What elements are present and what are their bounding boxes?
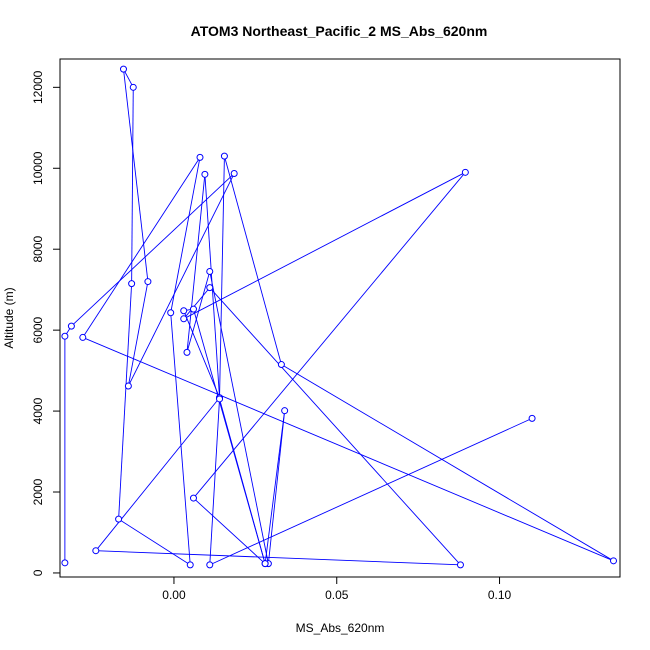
series-segment xyxy=(193,497,266,564)
series-segment xyxy=(82,337,614,562)
series-segment xyxy=(267,410,286,564)
chart-title: ATOM3 Northeast_Pacific_2 MS_Abs_620nm xyxy=(191,23,488,39)
series-segment xyxy=(209,417,533,566)
x-tick-label: 0.00 xyxy=(162,588,186,602)
data-point xyxy=(196,153,204,161)
data-point xyxy=(61,559,69,567)
data-point xyxy=(206,267,214,275)
x-tick-label: 0.10 xyxy=(488,588,512,602)
data-point xyxy=(189,305,197,313)
series-segment xyxy=(193,172,466,499)
data-point xyxy=(189,494,197,502)
y-tick-label: 8000 xyxy=(31,236,45,263)
data-point xyxy=(206,561,214,569)
data-point xyxy=(230,170,238,178)
data-point xyxy=(61,332,69,340)
data-point xyxy=(115,515,123,523)
series-segment xyxy=(123,69,149,282)
series-segment xyxy=(219,156,225,398)
data-point xyxy=(206,284,214,292)
series-segment xyxy=(95,397,220,551)
data-point xyxy=(277,361,285,369)
data-point xyxy=(144,278,152,286)
plot-area xyxy=(59,58,621,578)
series-segment xyxy=(281,364,614,562)
series-segment xyxy=(118,518,191,566)
data-point xyxy=(129,83,137,91)
data-point xyxy=(79,333,87,341)
data-point xyxy=(201,170,209,178)
series-segment xyxy=(209,287,461,566)
series-segment xyxy=(183,171,466,320)
series-segment xyxy=(183,310,220,398)
y-tick-label: 6000 xyxy=(31,316,45,343)
y-tick-label: 0 xyxy=(31,569,45,576)
x-axis-label: MS_Abs_620nm xyxy=(296,621,385,635)
y-axis-label: Altitude (m) xyxy=(2,287,16,348)
data-point xyxy=(180,315,188,323)
data-point xyxy=(183,348,191,356)
series-segment xyxy=(186,174,206,353)
data-point xyxy=(216,395,224,403)
data-point xyxy=(128,280,136,288)
data-point xyxy=(67,322,75,330)
y-axis: 0 2000 4000 6000 8000 10000 12000 xyxy=(31,70,61,576)
series-segment xyxy=(127,281,149,387)
data-point xyxy=(528,414,536,422)
series-segment xyxy=(209,271,269,564)
y-tick-label: 4000 xyxy=(31,397,45,424)
series-segment xyxy=(82,157,201,338)
data-point xyxy=(119,65,127,73)
x-axis: 0.00 0.05 0.10 xyxy=(162,576,512,602)
series-segment xyxy=(209,398,220,565)
series-segment xyxy=(186,271,211,353)
data-point xyxy=(609,557,617,565)
y-tick-label: 2000 xyxy=(31,478,45,505)
series-segment xyxy=(170,157,201,313)
data-point xyxy=(186,561,194,569)
series-points xyxy=(61,65,617,569)
data-point xyxy=(261,560,269,568)
data-point xyxy=(92,547,100,555)
x-tick-label: 0.05 xyxy=(325,588,349,602)
series-segment xyxy=(71,173,235,327)
data-point xyxy=(124,382,132,390)
data-point xyxy=(180,307,188,315)
series-segment xyxy=(264,410,286,564)
y-tick-label: 10000 xyxy=(31,151,45,185)
series-segment xyxy=(127,173,235,387)
data-point xyxy=(220,152,228,160)
data-point xyxy=(456,561,464,569)
series-lines xyxy=(64,68,614,566)
series-segment xyxy=(223,156,282,365)
series-segment xyxy=(219,398,266,564)
series-segment xyxy=(95,550,461,566)
y-tick-label: 12000 xyxy=(31,70,45,104)
data-point xyxy=(281,407,289,415)
series-segment xyxy=(118,283,133,520)
series-segment xyxy=(131,87,134,284)
data-point xyxy=(461,168,469,176)
data-point xyxy=(167,309,175,317)
series-segment xyxy=(183,287,211,320)
series-segment xyxy=(170,312,191,565)
